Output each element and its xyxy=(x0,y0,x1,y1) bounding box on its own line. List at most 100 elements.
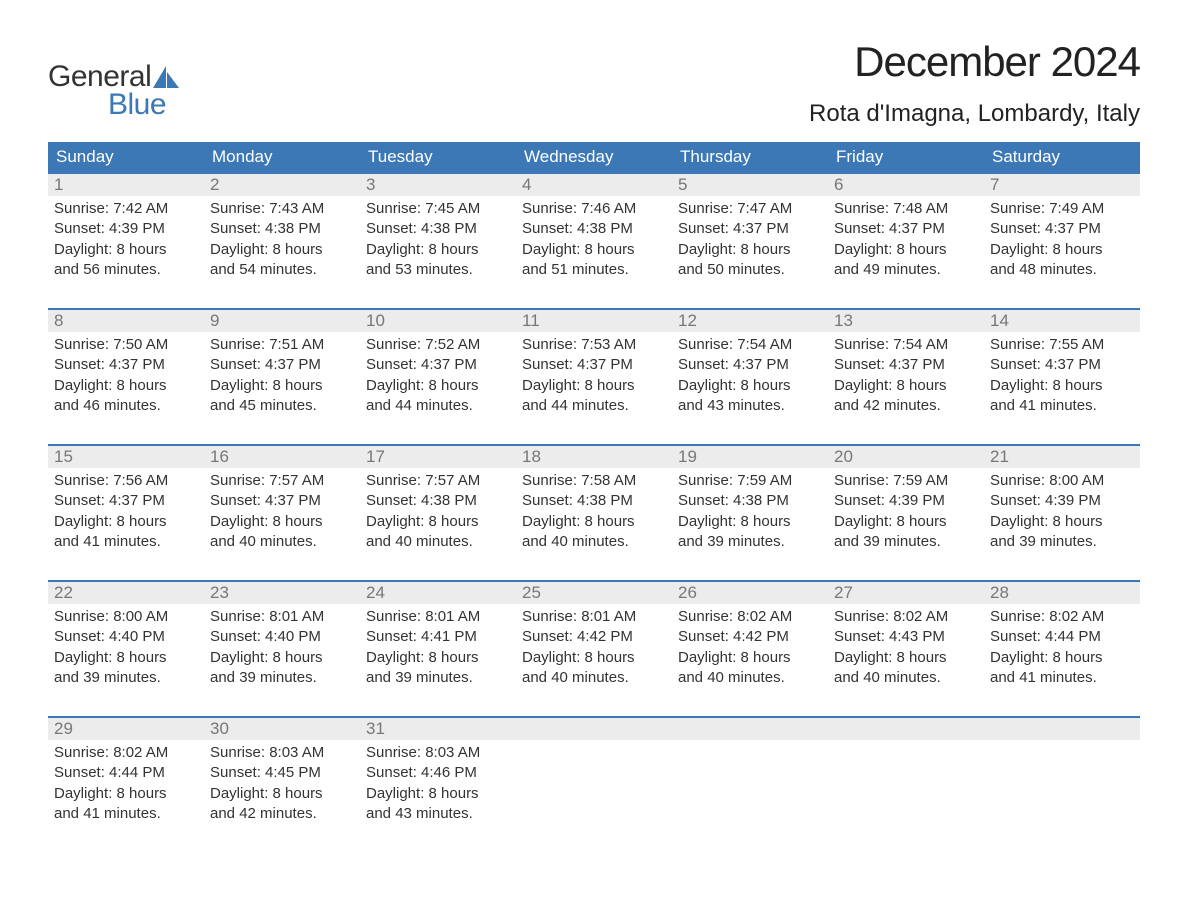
day-cell: 12Sunrise: 7:54 AMSunset: 4:37 PMDayligh… xyxy=(672,310,828,420)
sunrise-line: Sunrise: 7:46 AM xyxy=(522,199,666,219)
day-cell: 31Sunrise: 8:03 AMSunset: 4:46 PMDayligh… xyxy=(360,718,516,828)
sunrise-line: Sunrise: 7:50 AM xyxy=(54,335,198,355)
sunset-line: Sunset: 4:37 PM xyxy=(54,491,198,511)
day-number: 26 xyxy=(672,582,828,604)
sunset-line: Sunset: 4:37 PM xyxy=(366,355,510,375)
sunset-line: Sunset: 4:37 PM xyxy=(834,355,978,375)
day-number: 17 xyxy=(360,446,516,468)
day-body: Sunrise: 7:57 AMSunset: 4:38 PMDaylight:… xyxy=(360,468,516,552)
sunrise-line: Sunrise: 7:48 AM xyxy=(834,199,978,219)
daylight-line: Daylight: 8 hours xyxy=(990,376,1134,396)
daylight-line: Daylight: 8 hours xyxy=(210,240,354,260)
sunset-line: Sunset: 4:37 PM xyxy=(678,219,822,239)
daylight-line: Daylight: 8 hours xyxy=(366,376,510,396)
day-body: Sunrise: 8:02 AMSunset: 4:43 PMDaylight:… xyxy=(828,604,984,688)
daylight-line: Daylight: 8 hours xyxy=(990,648,1134,668)
day-body: Sunrise: 7:59 AMSunset: 4:39 PMDaylight:… xyxy=(828,468,984,552)
day-number: 11 xyxy=(516,310,672,332)
daylight-line: and 39 minutes. xyxy=(54,668,198,688)
daylight-line: Daylight: 8 hours xyxy=(54,240,198,260)
sunrise-line: Sunrise: 7:57 AM xyxy=(210,471,354,491)
day-body: Sunrise: 7:42 AMSunset: 4:39 PMDaylight:… xyxy=(48,196,204,280)
day-cell: 29Sunrise: 8:02 AMSunset: 4:44 PMDayligh… xyxy=(48,718,204,828)
day-number: 5 xyxy=(672,174,828,196)
day-body: Sunrise: 7:47 AMSunset: 4:37 PMDaylight:… xyxy=(672,196,828,280)
day-body: Sunrise: 8:01 AMSunset: 4:40 PMDaylight:… xyxy=(204,604,360,688)
sunset-line: Sunset: 4:40 PM xyxy=(210,627,354,647)
sunset-line: Sunset: 4:38 PM xyxy=(678,491,822,511)
day-cell: 11Sunrise: 7:53 AMSunset: 4:37 PMDayligh… xyxy=(516,310,672,420)
sunrise-line: Sunrise: 7:42 AM xyxy=(54,199,198,219)
sunset-line: Sunset: 4:39 PM xyxy=(834,491,978,511)
daylight-line: and 40 minutes. xyxy=(522,668,666,688)
sunrise-line: Sunrise: 7:59 AM xyxy=(678,471,822,491)
day-number: 10 xyxy=(360,310,516,332)
daylight-line: Daylight: 8 hours xyxy=(366,240,510,260)
daylight-line: Daylight: 8 hours xyxy=(210,376,354,396)
daylight-line: Daylight: 8 hours xyxy=(54,512,198,532)
daylight-line: Daylight: 8 hours xyxy=(834,512,978,532)
day-body: Sunrise: 7:58 AMSunset: 4:38 PMDaylight:… xyxy=(516,468,672,552)
sunset-line: Sunset: 4:37 PM xyxy=(990,219,1134,239)
sunrise-line: Sunrise: 7:57 AM xyxy=(366,471,510,491)
day-cell: 10Sunrise: 7:52 AMSunset: 4:37 PMDayligh… xyxy=(360,310,516,420)
daylight-line: Daylight: 8 hours xyxy=(54,784,198,804)
day-body: Sunrise: 8:01 AMSunset: 4:41 PMDaylight:… xyxy=(360,604,516,688)
day-number: 31 xyxy=(360,718,516,740)
daylight-line: Daylight: 8 hours xyxy=(678,376,822,396)
daylight-line: and 53 minutes. xyxy=(366,260,510,280)
daylight-line: Daylight: 8 hours xyxy=(366,784,510,804)
day-body: Sunrise: 7:54 AMSunset: 4:37 PMDaylight:… xyxy=(828,332,984,416)
sunset-line: Sunset: 4:41 PM xyxy=(366,627,510,647)
day-body: Sunrise: 8:02 AMSunset: 4:42 PMDaylight:… xyxy=(672,604,828,688)
sunrise-line: Sunrise: 8:01 AM xyxy=(366,607,510,627)
day-body: Sunrise: 8:02 AMSunset: 4:44 PMDaylight:… xyxy=(984,604,1140,688)
daylight-line: Daylight: 8 hours xyxy=(834,240,978,260)
daylight-line: and 39 minutes. xyxy=(678,532,822,552)
day-cell: 14Sunrise: 7:55 AMSunset: 4:37 PMDayligh… xyxy=(984,310,1140,420)
sunrise-line: Sunrise: 8:01 AM xyxy=(522,607,666,627)
daylight-line: Daylight: 8 hours xyxy=(54,376,198,396)
day-cell: 4Sunrise: 7:46 AMSunset: 4:38 PMDaylight… xyxy=(516,174,672,284)
sunset-line: Sunset: 4:37 PM xyxy=(210,355,354,375)
day-body: Sunrise: 7:56 AMSunset: 4:37 PMDaylight:… xyxy=(48,468,204,552)
daylight-line: and 50 minutes. xyxy=(678,260,822,280)
day-cell xyxy=(672,718,828,828)
day-cell: 25Sunrise: 8:01 AMSunset: 4:42 PMDayligh… xyxy=(516,582,672,692)
sunset-line: Sunset: 4:45 PM xyxy=(210,763,354,783)
day-number-empty xyxy=(516,718,672,740)
daylight-line: and 39 minutes. xyxy=(834,532,978,552)
weekday-header: Sunday xyxy=(48,147,204,167)
sunset-line: Sunset: 4:37 PM xyxy=(834,219,978,239)
day-cell: 22Sunrise: 8:00 AMSunset: 4:40 PMDayligh… xyxy=(48,582,204,692)
sunrise-line: Sunrise: 8:01 AM xyxy=(210,607,354,627)
sunrise-line: Sunrise: 7:55 AM xyxy=(990,335,1134,355)
day-number: 15 xyxy=(48,446,204,468)
day-cell: 2Sunrise: 7:43 AMSunset: 4:38 PMDaylight… xyxy=(204,174,360,284)
day-cell: 30Sunrise: 8:03 AMSunset: 4:45 PMDayligh… xyxy=(204,718,360,828)
calendar: SundayMondayTuesdayWednesdayThursdayFrid… xyxy=(48,142,1140,828)
day-cell: 28Sunrise: 8:02 AMSunset: 4:44 PMDayligh… xyxy=(984,582,1140,692)
daylight-line: Daylight: 8 hours xyxy=(522,512,666,532)
title-block: December 2024 Rota d'Imagna, Lombardy, I… xyxy=(809,38,1140,128)
daylight-line: Daylight: 8 hours xyxy=(366,512,510,532)
daylight-line: and 44 minutes. xyxy=(366,396,510,416)
day-number: 19 xyxy=(672,446,828,468)
daylight-line: and 40 minutes. xyxy=(522,532,666,552)
day-body: Sunrise: 7:46 AMSunset: 4:38 PMDaylight:… xyxy=(516,196,672,280)
day-number: 20 xyxy=(828,446,984,468)
daylight-line: and 40 minutes. xyxy=(834,668,978,688)
day-body: Sunrise: 8:01 AMSunset: 4:42 PMDaylight:… xyxy=(516,604,672,688)
daylight-line: Daylight: 8 hours xyxy=(678,648,822,668)
sunset-line: Sunset: 4:44 PM xyxy=(990,627,1134,647)
day-cell: 9Sunrise: 7:51 AMSunset: 4:37 PMDaylight… xyxy=(204,310,360,420)
sunrise-line: Sunrise: 7:51 AM xyxy=(210,335,354,355)
daylight-line: Daylight: 8 hours xyxy=(210,784,354,804)
day-body: Sunrise: 8:02 AMSunset: 4:44 PMDaylight:… xyxy=(48,740,204,824)
sunrise-line: Sunrise: 7:45 AM xyxy=(366,199,510,219)
day-cell: 17Sunrise: 7:57 AMSunset: 4:38 PMDayligh… xyxy=(360,446,516,556)
day-body: Sunrise: 7:52 AMSunset: 4:37 PMDaylight:… xyxy=(360,332,516,416)
sunset-line: Sunset: 4:37 PM xyxy=(54,355,198,375)
daylight-line: and 39 minutes. xyxy=(990,532,1134,552)
daylight-line: and 39 minutes. xyxy=(210,668,354,688)
